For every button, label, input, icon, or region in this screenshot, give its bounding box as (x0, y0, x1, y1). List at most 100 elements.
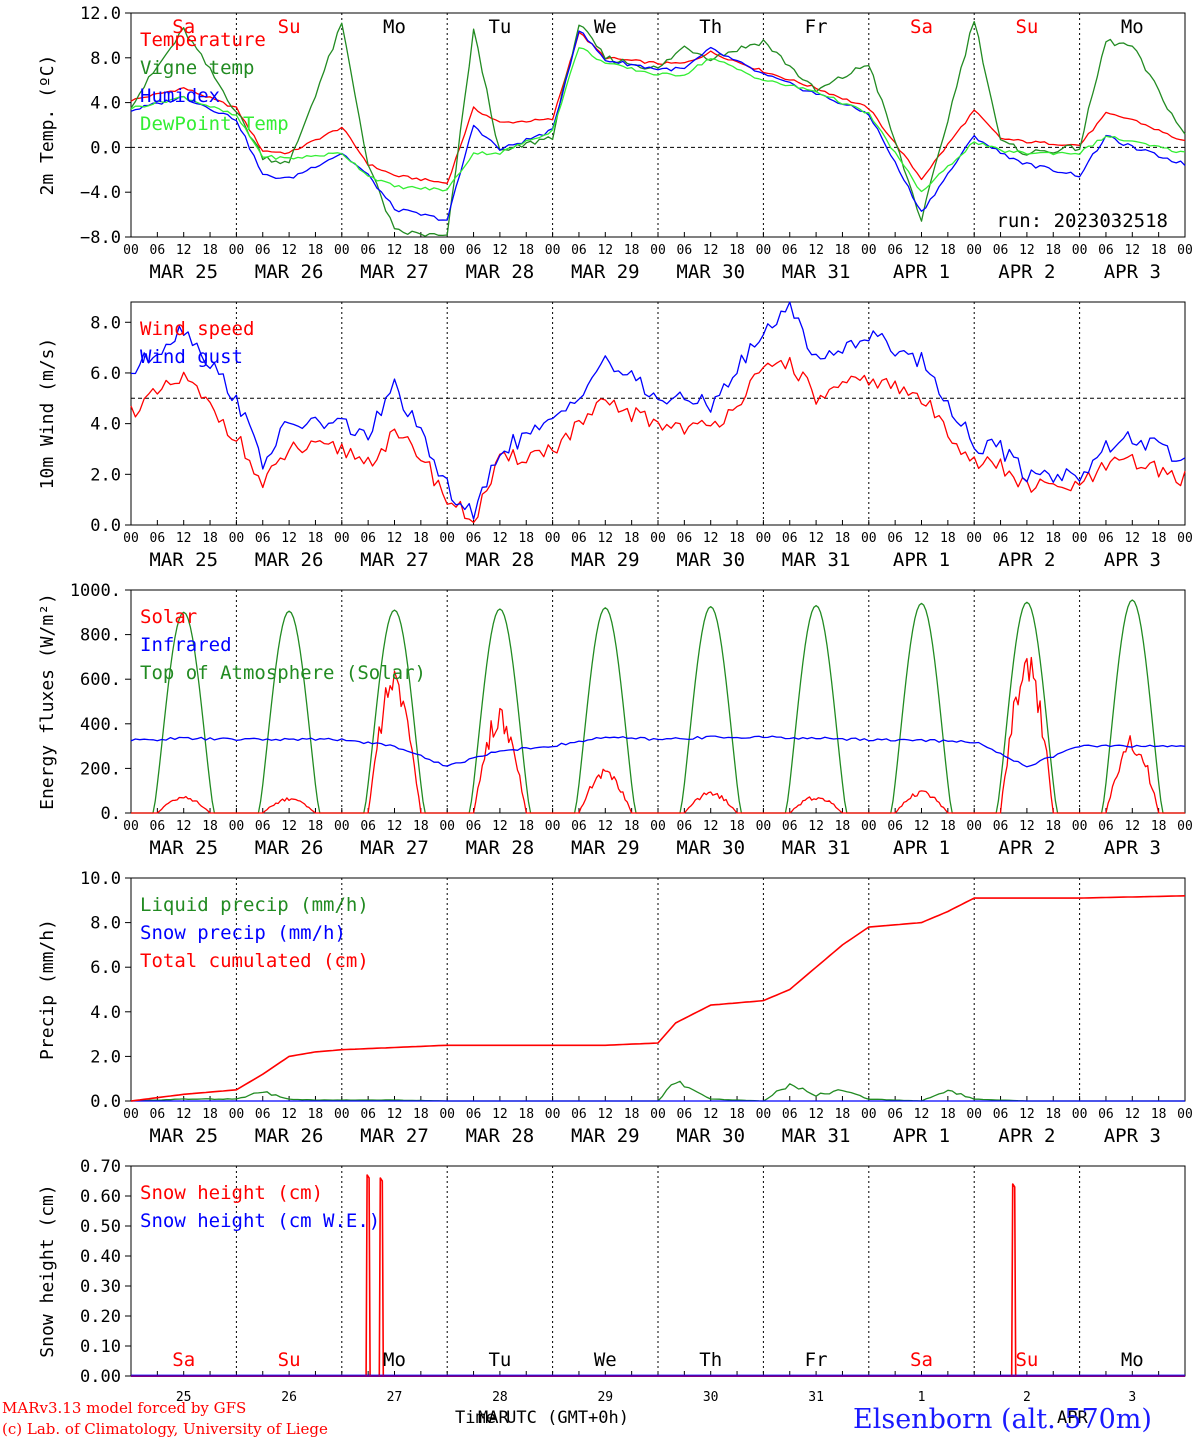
hour-tick-label: 06 (360, 1107, 376, 1122)
hour-tick-label: 00 (123, 243, 139, 258)
date-label: APR 1 (893, 837, 950, 859)
hour-tick-label: 18 (940, 1107, 956, 1122)
hour-tick-label: 18 (835, 1107, 851, 1122)
hour-tick-label: 18 (835, 531, 851, 546)
weekday-label: Th (699, 16, 722, 38)
panel-4: 10.0 8.0 6.0 4.0 2.0 0.0 Precip (mm/h) Liquid p… (37, 869, 1193, 1147)
y-axis-label: Precip (mm/h) (37, 919, 58, 1060)
hour-tick-label: 00 (334, 819, 350, 834)
hour-tick-label: 06 (571, 243, 587, 258)
y-axis-label: Energy fluxes (W/m²) (37, 593, 58, 810)
y-tick-label: 0.60 (80, 1187, 121, 1207)
hour-tick-label: 00 (756, 1107, 772, 1122)
y-tick-label: −4.0 (80, 183, 121, 203)
hour-tick-label: 12 (176, 819, 192, 834)
hour-tick-label: 18 (624, 1107, 640, 1122)
hour-tick-label: 00 (966, 531, 982, 546)
hour-tick-label: 06 (150, 243, 166, 258)
hour-tick-label: 18 (940, 531, 956, 546)
date-label: APR 3 (1104, 549, 1161, 571)
hour-tick-label: 00 (334, 243, 350, 258)
series-line-wind-gust (130, 301, 1186, 520)
hour-tick-label: 00 (123, 531, 139, 546)
hour-tick-label: 06 (887, 243, 903, 258)
hour-tick-label: 12 (597, 531, 613, 546)
day-number-label: 31 (808, 1390, 824, 1405)
hour-tick-label: 06 (150, 531, 166, 546)
hour-tick-label: 18 (624, 531, 640, 546)
y-tick-label: 12.0 (80, 4, 121, 24)
hour-tick-label: 00 (966, 819, 982, 834)
weekday-label: Sa (172, 1349, 195, 1371)
hour-tick-label: 00 (545, 243, 561, 258)
model-credit: MARv3.13 model forced by GFS (2, 1399, 246, 1417)
date-label: MAR 26 (255, 549, 324, 571)
hour-tick-label: 06 (466, 819, 482, 834)
hour-tick-label: 12 (808, 531, 824, 546)
hour-tick-label: 18 (1151, 531, 1167, 546)
date-label: MAR 26 (255, 261, 324, 283)
series-line-temperature (130, 31, 1186, 184)
hour-tick-label: 18 (308, 243, 324, 258)
hour-tick-label: 12 (914, 531, 930, 546)
hour-tick-label: 12 (492, 243, 508, 258)
hour-tick-label: 00 (123, 819, 139, 834)
y-tick-label: 800. (80, 626, 121, 646)
day-number-label: 27 (387, 1390, 403, 1405)
series-line-solar (131, 656, 1185, 814)
hour-tick-label: 18 (518, 531, 534, 546)
weekday-label: Su (1015, 1349, 1038, 1371)
y-tick-label: 0.0 (90, 1092, 121, 1112)
y-tick-label: 400. (80, 715, 121, 735)
legend-entry: DewPoint Temp (140, 113, 289, 135)
series-line-vigne-temp (130, 20, 1186, 237)
hour-tick-label: 12 (1019, 531, 1035, 546)
panels: 12.08.04.00.0−4.0−8.02m Temp. (ºC)Temper… (37, 4, 1193, 1405)
hour-tick-label: 18 (413, 531, 429, 546)
y-tick-label: 0.30 (80, 1277, 121, 1297)
date-label: APR 1 (893, 261, 950, 283)
day-number-label: 25 (176, 1390, 192, 1405)
hour-tick-label: 06 (782, 1107, 798, 1122)
hour-tick-label: 06 (887, 819, 903, 834)
hour-tick-label: 06 (993, 243, 1009, 258)
hour-tick-label: 00 (545, 1107, 561, 1122)
weekday-label: We (594, 16, 617, 38)
hour-tick-label: 06 (993, 1107, 1009, 1122)
date-label: MAR 31 (782, 1125, 851, 1147)
hour-tick-label: 12 (492, 1107, 508, 1122)
legend-entry: Snow height (cm) (140, 1182, 323, 1204)
legend-entry: Wind gust (140, 346, 243, 368)
hour-tick-label: 18 (202, 243, 218, 258)
y-tick-label: 2.0 (90, 465, 121, 485)
date-label: MAR 27 (360, 261, 429, 283)
hour-tick-label: 18 (1045, 819, 1061, 834)
legend-entry: Snow height (cm W.E.) (140, 1210, 380, 1232)
hour-tick-label: 00 (650, 243, 666, 258)
hour-tick-label: 06 (255, 531, 271, 546)
hour-tick-label: 00 (966, 1107, 982, 1122)
weekday-label: Mo (1121, 1349, 1144, 1371)
hour-tick-label: 12 (914, 819, 930, 834)
hour-tick-label: 06 (677, 243, 693, 258)
date-label: MAR 25 (149, 837, 218, 859)
date-label: MAR 29 (571, 837, 640, 859)
date-label: MAR 31 (782, 549, 851, 571)
hour-tick-label: 00 (1177, 819, 1193, 834)
hour-tick-label: 00 (1072, 531, 1088, 546)
hour-tick-label: 12 (387, 243, 403, 258)
hour-tick-label: 18 (729, 1107, 745, 1122)
overlap-mar-label: MAR (478, 1408, 509, 1428)
hour-tick-label: 12 (176, 1107, 192, 1122)
y-tick-label: −8.0 (80, 228, 121, 248)
hour-tick-label: 06 (1098, 531, 1114, 546)
panel-2: 8.0 6.0 4.0 2.0 0.0 10m Wind (m/s) Wind speed W… (37, 301, 1193, 571)
y-tick-label: 0. (101, 804, 121, 824)
hour-tick-label: 12 (703, 819, 719, 834)
hour-tick-label: 18 (413, 819, 429, 834)
day-number-label: 26 (281, 1390, 297, 1405)
y-tick-label: 0.0 (90, 516, 121, 536)
hour-tick-label: 00 (1072, 1107, 1088, 1122)
hour-tick-label: 06 (571, 1107, 587, 1122)
